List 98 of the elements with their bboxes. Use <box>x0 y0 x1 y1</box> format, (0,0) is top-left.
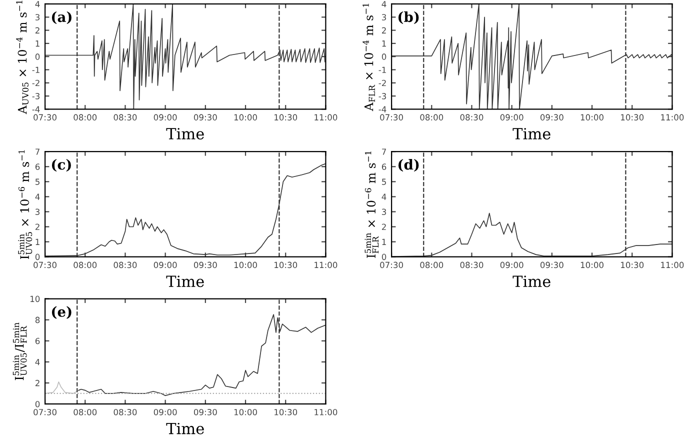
y-tick-label: 4 <box>382 194 386 200</box>
annotation: (e) <box>52 306 72 319</box>
y-tick-label: 6 <box>35 338 40 344</box>
x-tick-label: 08:30 <box>460 114 484 120</box>
y-tick-label: -3 <box>378 93 386 100</box>
x-tick-label: 08:00 <box>420 114 444 120</box>
x-tick-label: 11:00 <box>314 262 338 268</box>
y-tick-label: -4 <box>378 106 386 112</box>
y-tick-label: -1 <box>378 66 386 73</box>
x-axis-title: Time <box>512 276 550 288</box>
x-axis-title: Time <box>166 276 204 288</box>
annotation: (b) <box>398 11 419 24</box>
y-tick-label: 0 <box>35 400 40 408</box>
y-tick-label: 1 <box>382 238 386 245</box>
y-tick-label: -1 <box>32 66 40 73</box>
y-axis-title: I$^{5min}$$_{UV05}$/I$^{5min}$$_{FLR}$ <box>12 322 27 380</box>
y-tick-label: 2 <box>35 27 40 34</box>
x-tick-label: 10:00 <box>234 114 257 120</box>
x-axis-title: Time <box>166 128 204 140</box>
y-tick-label: 3 <box>382 14 386 20</box>
y-tick-label: 6 <box>382 164 386 170</box>
x-tick-label: 10:30 <box>274 114 298 120</box>
x-tick-label: 10:00 <box>234 408 257 416</box>
x-tick-label: 09:00 <box>500 114 524 120</box>
line-series <box>45 381 80 394</box>
x-axis-title: Time <box>166 422 204 434</box>
y-tick-label: -4 <box>32 106 40 112</box>
y-tick-label: 3 <box>36 14 40 20</box>
x-tick-label: 11:00 <box>661 114 684 120</box>
x-tick-label: 08:30 <box>114 262 137 268</box>
y-tick-label: 2 <box>382 224 386 230</box>
x-tick-label: 08:00 <box>74 262 97 268</box>
x-tick-label: 07:30 <box>34 408 56 416</box>
y-tick-label: 0 <box>382 54 386 60</box>
x-tick-label: 11:00 <box>314 408 338 416</box>
y-tick-label: 1 <box>36 238 40 245</box>
y-tick-label: -2 <box>378 80 386 86</box>
x-tick-label: 10:30 <box>621 114 644 120</box>
x-tick-label: 10:00 <box>580 262 604 268</box>
x-tick-label: 10:30 <box>274 408 298 416</box>
x-tick-label: 10:00 <box>234 262 257 268</box>
x-tick-label: 07:30 <box>380 262 403 268</box>
y-tick-label: -2 <box>32 80 40 86</box>
y-tick-label: 2 <box>382 27 386 34</box>
y-tick-label: 1 <box>382 40 386 47</box>
y-tick-label: 8 <box>35 316 40 324</box>
x-tick-label: 07:30 <box>34 262 56 268</box>
x-tick-label: 08:30 <box>460 262 484 268</box>
y-tick-label: 1 <box>36 40 40 47</box>
y-tick-label: 2 <box>35 380 40 386</box>
y-tick-label: 3 <box>382 208 386 216</box>
y-axis-title: A$_{FLR}$ × 10$^{−4}$ m s$^{−1}$ <box>362 4 375 112</box>
y-tick-label: 4 <box>35 359 40 366</box>
y-tick-label: 5 <box>36 178 40 185</box>
x-tick-label: 09:30 <box>194 408 217 416</box>
line-series <box>45 4 326 110</box>
y-tick-label: 2 <box>35 224 40 230</box>
y-tick-label: 3 <box>36 208 40 216</box>
x-tick-label: 08:30 <box>114 114 137 120</box>
x-tick-label: 07:30 <box>380 114 403 120</box>
y-tick-label: 0 <box>382 254 386 260</box>
x-tick-label: 09:30 <box>540 114 564 120</box>
annotation: (a) <box>52 11 72 24</box>
x-tick-label: 08:30 <box>114 408 137 416</box>
x-tick-label: 09:00 <box>500 262 524 268</box>
x-tick-label: 08:00 <box>74 408 97 416</box>
y-tick-label: 10 <box>30 296 40 302</box>
x-tick-label: 10:30 <box>621 262 644 268</box>
x-tick-label: 11:00 <box>661 262 684 268</box>
x-tick-label: 11:00 <box>314 114 338 120</box>
x-tick-label: 09:00 <box>154 408 177 416</box>
annotation: (d) <box>398 158 419 172</box>
x-tick-label: 09:30 <box>540 262 564 268</box>
y-tick-label: 6 <box>35 164 40 170</box>
x-tick-label: 08:00 <box>420 262 444 268</box>
y-tick-label: 4 <box>382 1 386 8</box>
annotation: (c) <box>52 158 71 172</box>
x-tick-label: 08:00 <box>74 114 97 120</box>
y-tick-label: 5 <box>382 178 386 185</box>
x-tick-label: 09:30 <box>194 262 217 268</box>
y-tick-label: -3 <box>32 93 40 100</box>
x-tick-label: 09:30 <box>194 114 217 120</box>
y-tick-label: 4 <box>35 194 40 200</box>
y-tick-label: 0 <box>35 254 40 260</box>
y-axis-title: I$^{5min}$$_{UV05}$ × 10$^{−6}$ m s$^{−1}$ <box>18 150 32 260</box>
x-axis-title: Time <box>512 128 550 140</box>
x-tick-label: 10:30 <box>274 262 298 268</box>
x-tick-label: 07:30 <box>34 114 56 120</box>
y-tick-label: 7 <box>382 148 386 155</box>
x-tick-label: 09:00 <box>154 114 177 120</box>
x-tick-label: 10:00 <box>580 114 604 120</box>
line-series <box>392 4 672 110</box>
x-tick-label: 09:00 <box>154 262 177 268</box>
y-tick-label: 7 <box>36 148 40 155</box>
y-axis-title: A$_{UV05}$ × 10$^{−4}$ m s$^{−1}$ <box>16 0 29 114</box>
y-axis-title: I$^{5min}$$_{FLR}$ × 10$^{−6}$ m s$^{−1}$ <box>364 151 378 258</box>
y-tick-label: 0 <box>35 54 40 60</box>
y-tick-label: 4 <box>35 1 40 8</box>
